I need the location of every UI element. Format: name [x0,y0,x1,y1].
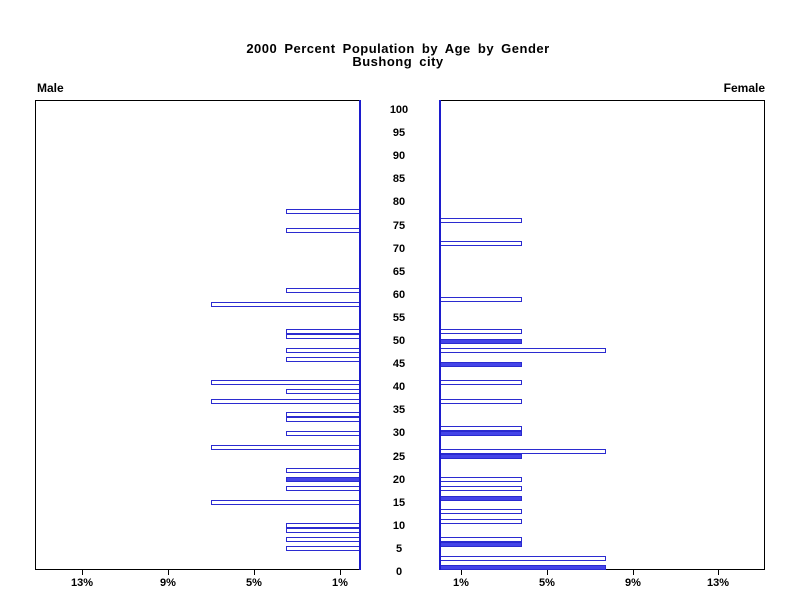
male-pct-tick-mark-1 [340,570,341,575]
pyramid-bar-female-age-11 [439,519,522,524]
pyramid-bar-female-age-16 [439,496,522,501]
pyramid-bar-male-age-7 [286,537,361,542]
age-tick-label-60: 60 [392,289,406,301]
pyramid-bar-male-age-78 [286,209,361,214]
male-pct-tick-label-1: 1% [332,577,348,589]
age-tick-label-15: 15 [392,497,406,509]
male-pct-tick-label-9: 9% [160,577,176,589]
pyramid-bar-female-age-41 [439,380,522,385]
chart-subtitle: Bushong city [352,54,444,69]
female-zero-axis-line [439,100,441,570]
pyramid-bar-male-age-41 [211,380,361,385]
pyramid-bar-female-age-37 [439,399,522,404]
pyramid-bar-male-age-48 [286,348,361,353]
pyramid-bar-female-age-3 [439,556,606,561]
age-tick-label-25: 25 [392,451,406,463]
age-tick-label-80: 80 [392,196,406,208]
male-pct-tick-mark-5 [254,570,255,575]
pyramid-bar-female-age-76 [439,218,522,223]
male-zero-axis-line [359,100,361,570]
female-plot-area [439,100,765,570]
pyramid-bar-male-age-74 [286,228,361,233]
female-pct-tick-mark-5 [547,570,548,575]
age-tick-label-95: 95 [392,127,406,139]
female-pct-tick-mark-13 [718,570,719,575]
female-pct-tick-mark-9 [633,570,634,575]
chart-title: 2000 Percent Population by Age by Gender [246,41,550,56]
female-pct-tick-label-13: 13% [706,577,730,589]
pyramid-bar-female-age-71 [439,241,522,246]
age-tick-label-5: 5 [395,543,403,555]
age-tick-label-20: 20 [392,474,406,486]
pyramid-bar-male-age-37 [211,399,361,404]
age-tick-label-30: 30 [392,427,406,439]
male-pct-tick-mark-9 [168,570,169,575]
pyramid-bar-male-age-33 [286,417,361,422]
pyramid-bar-female-age-48 [439,348,606,353]
pyramid-bar-male-age-15 [211,500,361,505]
pyramid-bar-male-age-58 [211,302,361,307]
pyramid-bar-male-age-30 [286,431,361,436]
pyramid-bar-female-age-1 [439,565,606,570]
pyramid-bar-female-age-30 [439,431,522,436]
male-pct-tick-mark-13 [82,570,83,575]
pyramid-bar-male-age-61 [286,288,361,293]
pyramid-bar-female-age-52 [439,329,522,334]
pyramid-bar-male-age-22 [286,468,361,473]
age-tick-label-100: 100 [389,104,409,116]
pyramid-bar-female-age-18 [439,486,522,491]
pyramid-bar-male-age-5 [286,546,361,551]
age-tick-label-40: 40 [392,381,406,393]
pyramid-bar-female-age-50 [439,339,522,344]
age-tick-label-50: 50 [392,335,406,347]
age-tick-label-0: 0 [395,566,403,578]
female-pct-tick-label-1: 1% [453,577,469,589]
pyramid-bar-male-age-9 [286,528,361,533]
pyramid-bar-male-age-27 [211,445,361,450]
pyramid-bar-female-age-59 [439,297,522,302]
male-pct-tick-label-5: 5% [246,577,262,589]
male-pct-tick-label-13: 13% [70,577,94,589]
pyramid-bar-male-age-20 [286,477,361,482]
pyramid-bar-female-age-25 [439,454,522,459]
pyramid-bar-male-age-46 [286,357,361,362]
age-tick-label-65: 65 [392,266,406,278]
age-tick-label-35: 35 [392,404,406,416]
pyramid-bar-male-age-39 [286,389,361,394]
pyramid-bar-female-age-6 [439,542,522,547]
age-tick-label-55: 55 [392,312,406,324]
pyramid-bar-female-age-20 [439,477,522,482]
female-pct-tick-label-9: 9% [625,577,641,589]
pyramid-bar-male-age-18 [286,486,361,491]
age-tick-label-75: 75 [392,220,406,232]
age-tick-label-90: 90 [392,150,406,162]
female-pct-tick-mark-1 [461,570,462,575]
pyramid-bar-female-age-13 [439,509,522,514]
pyramid-bar-female-age-45 [439,362,522,367]
female-panel-label: Female [723,81,765,95]
male-panel-label: Male [37,81,64,95]
age-tick-label-85: 85 [392,173,406,185]
age-tick-label-45: 45 [392,358,406,370]
female-pct-tick-label-5: 5% [539,577,555,589]
age-tick-label-10: 10 [392,520,406,532]
age-tick-label-70: 70 [392,243,406,255]
pyramid-bar-male-age-51 [286,334,361,339]
